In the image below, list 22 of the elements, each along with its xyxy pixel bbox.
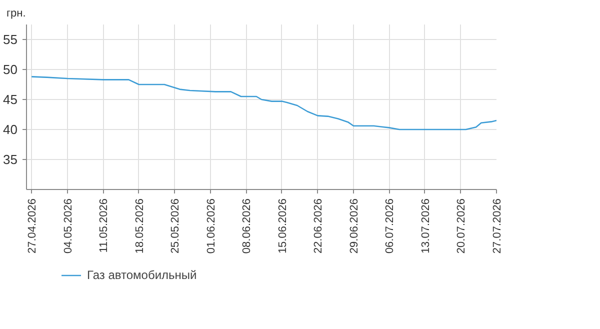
y-tick-label: 50 [3,62,18,77]
x-tick-label: 01.06.2026 [205,198,218,254]
x-tick-label: 27.04.2026 [26,198,39,254]
x-tick-label: 25.05.2026 [170,198,182,254]
x-tick-label: 27.07.2026 [492,198,504,254]
y-tick-label: 45 [3,92,18,107]
x-tick-label: 22.06.2026 [312,198,325,254]
x-tick-label: 13.07.2026 [420,198,432,254]
x-tick-label: 04.05.2026 [62,198,74,254]
x-tick-label: 29.06.2026 [348,198,360,254]
x-tick-label: 06.07.2026 [384,198,396,254]
x-tick-label: 18.05.2026 [134,198,146,254]
x-tick-label: 20.07.2026 [456,198,468,254]
x-tick-label: 08.06.2026 [241,198,254,254]
x-tick-label: 15.06.2026 [276,198,289,254]
y-axis-title: грн. [6,8,26,20]
y-tick-label: 35 [3,152,18,167]
y-tick-label: 40 [3,122,18,137]
x-tick-label: 11.05.2026 [98,198,110,253]
line-series [30,76,496,130]
legend-label: Газ автомобильный [87,268,197,282]
y-tick-label: 55 [3,32,18,47]
